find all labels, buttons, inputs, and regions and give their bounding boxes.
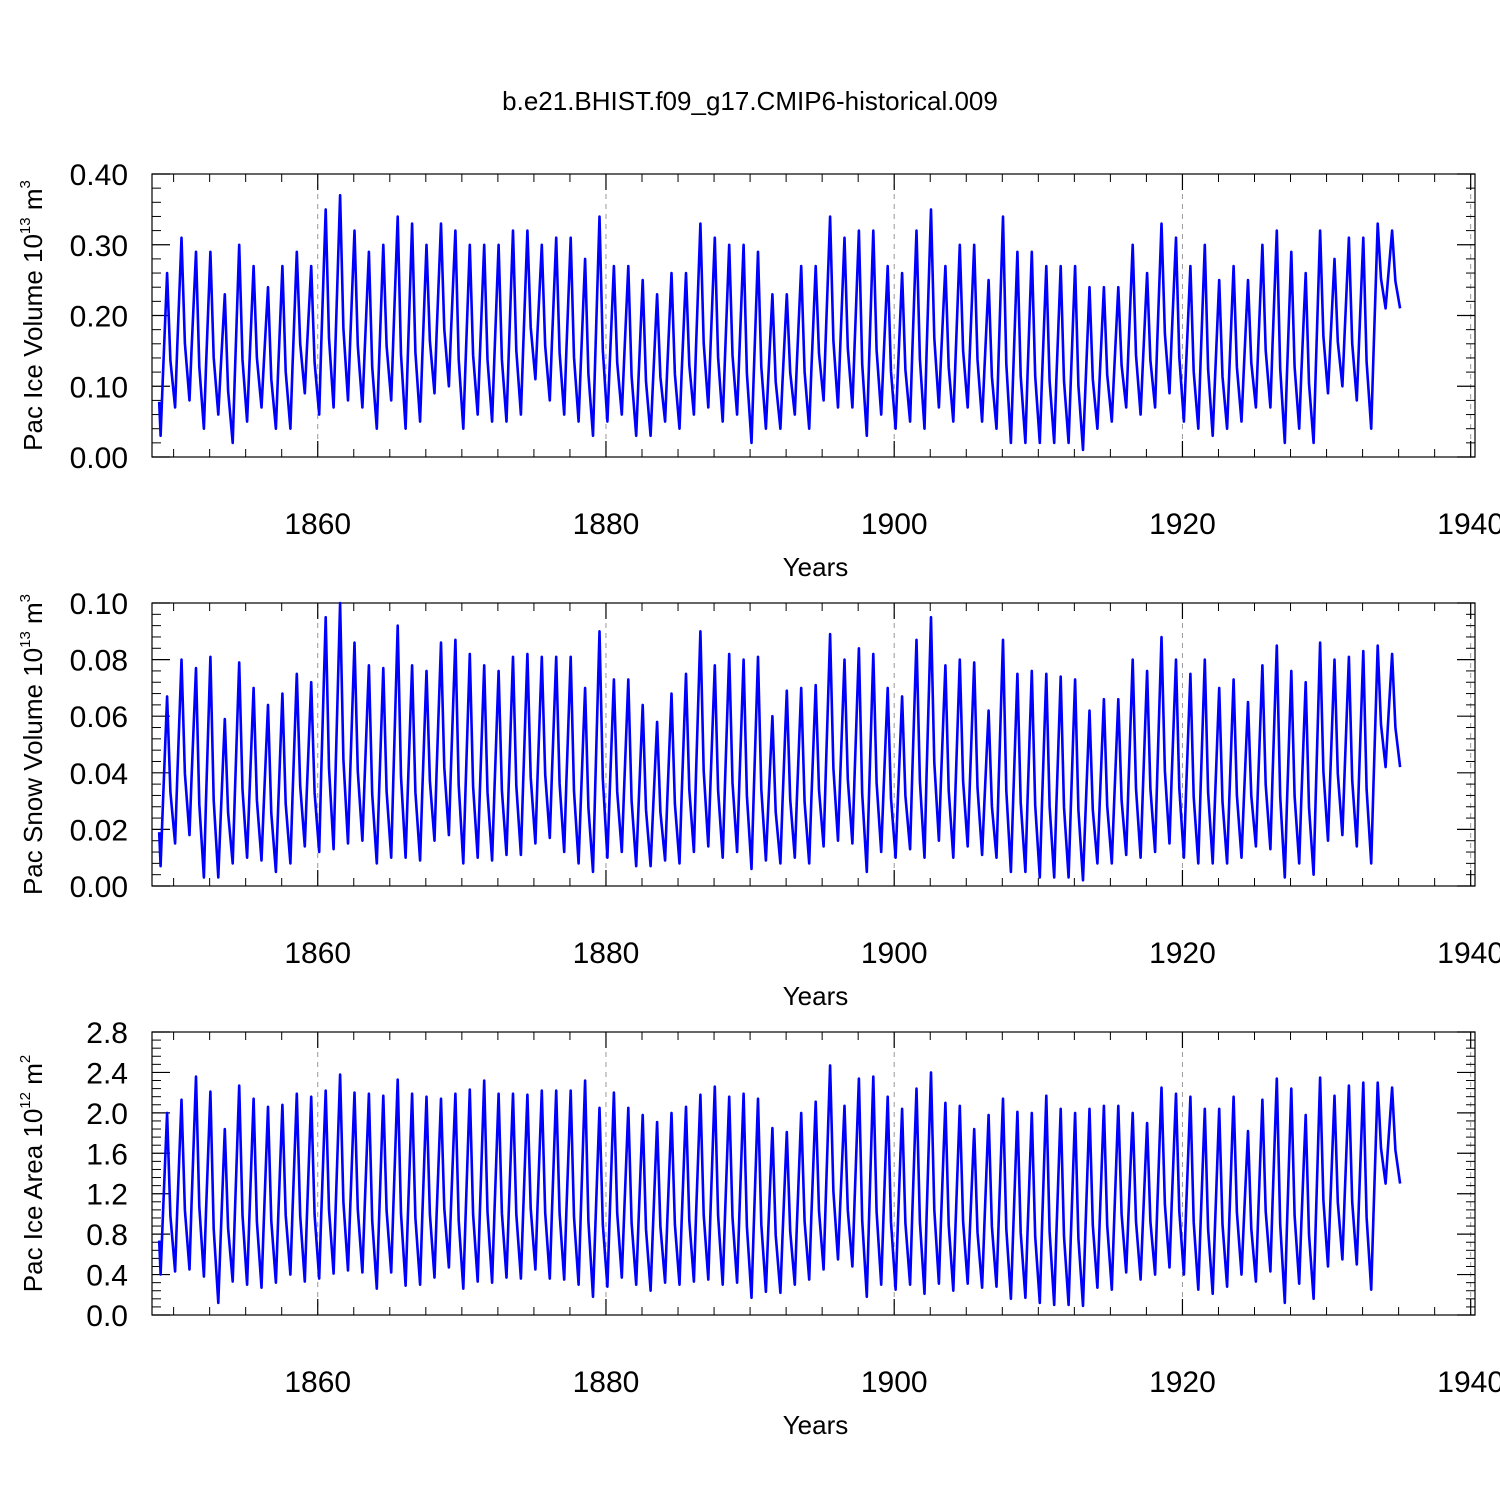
y-tick-label: 2.8	[86, 1017, 128, 1050]
y-axis-title: Pac Ice Area 1012 m2	[17, 1055, 48, 1292]
x-axis-title: Years	[783, 552, 849, 582]
plot-frame	[151, 1031, 1476, 1316]
series-line-ice-area	[157, 1064, 1402, 1308]
y-tick-label: 0.02	[70, 814, 128, 847]
y-axis-title: Pac Ice Volume 1013 m3	[17, 180, 48, 451]
x-tick-label: 1860	[284, 1366, 351, 1399]
y-tick-label: 0.04	[70, 758, 128, 791]
y-tick-label: 0.00	[70, 442, 128, 475]
x-tick-label: 1940	[1437, 508, 1500, 541]
y-tick-label: 0.08	[70, 645, 128, 678]
x-tick-label: 1920	[1149, 1366, 1216, 1399]
y-tick-label: 0.0	[86, 1300, 128, 1333]
x-tick-label: 1900	[861, 508, 928, 541]
y-tick-label: 0.8	[86, 1219, 128, 1252]
y-tick-label: 1.6	[86, 1138, 128, 1171]
y-tick-label: 0.40	[70, 159, 128, 192]
y-tick-label: 0.10	[70, 588, 128, 621]
x-tick-label: 1920	[1149, 937, 1216, 970]
plot-frame	[151, 602, 1476, 887]
panel-ice-area: 1860 1880 1900 1920 1940 0.0 0.4 0.8 1.2 1.6 2.0 2.…	[17, 1017, 1500, 1440]
y-axis-title: Pac Snow Volume 1013 m3	[17, 594, 48, 895]
x-tick-label: 1900	[861, 937, 928, 970]
figure-title: b.e21.BHIST.f09_g17.CMIP6-historical.009	[502, 86, 998, 116]
y-tick-label: 0.00	[70, 871, 128, 904]
x-tick-label: 1900	[861, 1366, 928, 1399]
y-tick-label: 0.20	[70, 301, 128, 334]
x-tick-label: 1860	[284, 937, 351, 970]
x-axis-title: Years	[783, 1410, 849, 1440]
y-tick-label: 1.2	[86, 1179, 128, 1212]
series-line-ice-volume	[157, 193, 1402, 452]
panel-snow-volume: 1860 1880 1900 1920 1940 0.00 0.02 0.04 0.06 0.08…	[17, 588, 1500, 1011]
y-tick-label: 2.0	[86, 1098, 128, 1131]
y-tick-label: 0.06	[70, 701, 128, 734]
x-axis-title: Years	[783, 981, 849, 1011]
x-tick-label: 1940	[1437, 1366, 1500, 1399]
panels: 1860 1880 1900 1920 19400.000.100.200.300.40…	[17, 159, 1500, 1440]
x-tick-label: 1880	[573, 937, 640, 970]
x-tick-label: 1880	[573, 508, 640, 541]
y-tick-label: 0.4	[86, 1260, 128, 1293]
x-tick-label: 1920	[1149, 508, 1216, 541]
y-tick-label: 0.10	[70, 371, 128, 404]
x-tick-label: 1860	[284, 508, 351, 541]
x-tick-label: 1940	[1437, 937, 1500, 970]
y-tick-label: 2.4	[86, 1057, 128, 1090]
series-line-snow-volume	[157, 601, 1402, 882]
y-tick-label: 0.30	[70, 230, 128, 263]
x-tick-label: 1880	[573, 1366, 640, 1399]
panel-ice-volume: 1860 1880 1900 1920 1940 0.00 0.10 0.20 0.30 0.40…	[17, 159, 1500, 582]
